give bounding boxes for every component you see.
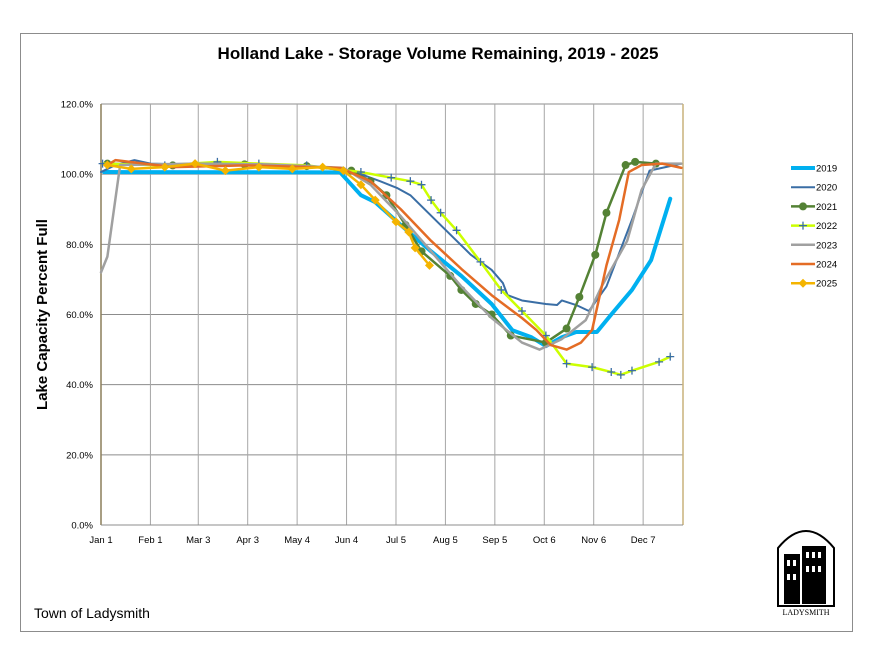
ladysmith-logo: LADYSMITH: [777, 530, 835, 617]
series-2023: [99, 162, 683, 351]
legend-item-2024: 2024: [791, 260, 837, 271]
legend-item-2023: 2023: [791, 240, 837, 251]
x-tick-label: Dec 7: [631, 535, 656, 546]
data-point: [220, 166, 230, 176]
data-point: [370, 195, 380, 205]
data-point: [591, 250, 600, 259]
data-point: [424, 260, 434, 270]
data-point: [404, 227, 414, 237]
footer-text: Town of Ladysmith: [34, 605, 150, 621]
data-point: [631, 157, 640, 166]
data-point: [655, 357, 664, 366]
legend-label: 2023: [816, 240, 837, 251]
data-point: [799, 221, 807, 230]
data-point: [387, 173, 396, 182]
series-2025: [102, 159, 434, 270]
legend-item-2025: 2025: [791, 278, 837, 290]
data-point: [436, 208, 445, 217]
y-tick-label: 20.0%: [66, 450, 93, 461]
y-tick-label: 40.0%: [66, 380, 93, 391]
chart-title: Holland Lake - Storage Volume Remaining,…: [217, 44, 659, 63]
data-point: [391, 217, 401, 227]
data-point: [666, 352, 675, 361]
data-point: [627, 366, 636, 375]
legend-label: 2024: [816, 260, 837, 271]
legend-label: 2019: [816, 164, 837, 175]
data-point: [562, 359, 571, 368]
legend-item-2022: 2022: [791, 221, 837, 232]
y-tick-label: 100.0%: [61, 170, 94, 181]
data-point: [410, 243, 420, 253]
legend-label: 2021: [816, 202, 837, 213]
y-tick-label: 0.0%: [71, 521, 93, 532]
x-tick-label: Oct 6: [533, 535, 556, 546]
y-tick-label: 80.0%: [66, 240, 93, 251]
data-point: [476, 257, 485, 266]
y-axis-label: Lake Capacity Percent Full: [34, 219, 51, 410]
x-tick-label: Jan 1: [89, 535, 112, 546]
data-point: [356, 180, 366, 190]
data-point: [575, 292, 584, 301]
x-tick-label: Mar 3: [186, 535, 210, 546]
data-point: [616, 370, 625, 379]
y-tick-label: 60.0%: [66, 310, 93, 321]
data-point: [318, 162, 328, 172]
legend-item-2020: 2020: [791, 183, 837, 194]
data-point: [287, 164, 297, 174]
data-point: [446, 271, 455, 280]
x-tick-label: Jun 4: [335, 535, 358, 546]
data-point: [452, 226, 461, 235]
data-point: [190, 159, 200, 169]
x-tick-label: Apr 3: [236, 535, 259, 546]
data-point: [102, 160, 112, 170]
data-point: [798, 278, 808, 288]
data-point: [406, 177, 415, 186]
x-tick-label: May 4: [284, 535, 310, 546]
data-point: [517, 306, 526, 315]
data-point: [427, 196, 436, 205]
data-point: [602, 208, 611, 217]
data-point: [160, 162, 170, 172]
data-point: [588, 363, 597, 372]
legend-label: 2020: [816, 183, 837, 194]
x-tick-label: Sep 5: [482, 535, 507, 546]
data-point: [338, 166, 348, 176]
chart-frame: [20, 33, 853, 632]
data-point: [607, 368, 616, 377]
svg-text:LADYSMITH: LADYSMITH: [782, 608, 829, 617]
x-tick-label: Nov 6: [581, 535, 606, 546]
data-point: [126, 164, 136, 174]
data-point: [621, 161, 630, 170]
y-tick-label: 120.0%: [61, 100, 94, 111]
legend-label: 2022: [816, 221, 837, 232]
data-point: [497, 285, 506, 294]
data-point: [254, 162, 264, 172]
data-point: [356, 168, 365, 177]
series-line-2023: [99, 162, 683, 351]
data-point: [417, 180, 426, 189]
data-point: [799, 202, 807, 211]
data-point: [562, 324, 571, 333]
legend-item-2019: 2019: [791, 164, 837, 175]
legend-item-2021: 2021: [791, 202, 837, 213]
legend-label: 2025: [816, 279, 837, 290]
x-tick-label: Jul 5: [386, 535, 406, 546]
x-tick-label: Aug 5: [433, 535, 458, 546]
x-tick-label: Feb 1: [138, 535, 162, 546]
